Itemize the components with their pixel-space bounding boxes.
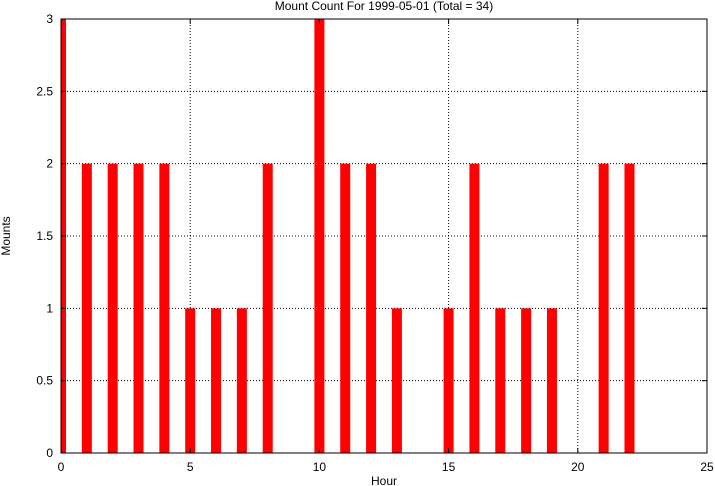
bar-hour-3: [133, 163, 144, 453]
bar-hour-8: [262, 163, 273, 453]
y-tick-label: 1.5: [36, 229, 53, 243]
bar-hour-12: [366, 163, 377, 453]
y-tick-label: 2.5: [36, 84, 53, 98]
x-tick-label: 10: [313, 460, 327, 474]
x-tick-label: 0: [58, 460, 65, 474]
axis-ticks: 0 5 10 15 20 25 0 0.5 1 1.5 2 2.5 3: [36, 12, 714, 474]
y-tick-label: 2: [46, 157, 53, 171]
bar-series: [61, 19, 635, 453]
bar-hour-11: [340, 163, 351, 453]
y-tick-label: 0: [46, 446, 53, 460]
bar-hour-1: [81, 163, 92, 453]
x-tick-label: 25: [700, 460, 714, 474]
y-tick-label: 1: [46, 301, 53, 315]
x-axis-label: Hour: [371, 474, 397, 486]
bar-hour-6: [211, 308, 222, 453]
bar-hour-17: [495, 308, 506, 453]
bar-hour-19: [546, 308, 557, 453]
x-tick-label: 5: [187, 460, 194, 474]
x-tick-label: 20: [571, 460, 585, 474]
bar-hour-7: [236, 308, 247, 453]
y-tick-label: 3: [46, 12, 53, 26]
x-tick-label: 15: [442, 460, 456, 474]
bar-hour-4: [159, 163, 170, 453]
bar-hour-18: [521, 308, 532, 453]
bar-hour-22: [624, 163, 635, 453]
bar-hour-2: [107, 163, 118, 453]
grid-lines: [61, 19, 707, 453]
y-axis-label: Mounts: [0, 216, 13, 255]
bar-hour-15: [443, 308, 454, 453]
bar-hour-21: [598, 163, 609, 453]
bar-hour-16: [469, 163, 480, 453]
y-tick-label: 0.5: [36, 374, 53, 388]
chart-title: Mount Count For 1999-05-01 (Total = 34): [275, 0, 493, 13]
bar-hour-13: [391, 308, 402, 453]
bar-hour-5: [185, 308, 196, 453]
bar-hour-10: [314, 19, 325, 453]
